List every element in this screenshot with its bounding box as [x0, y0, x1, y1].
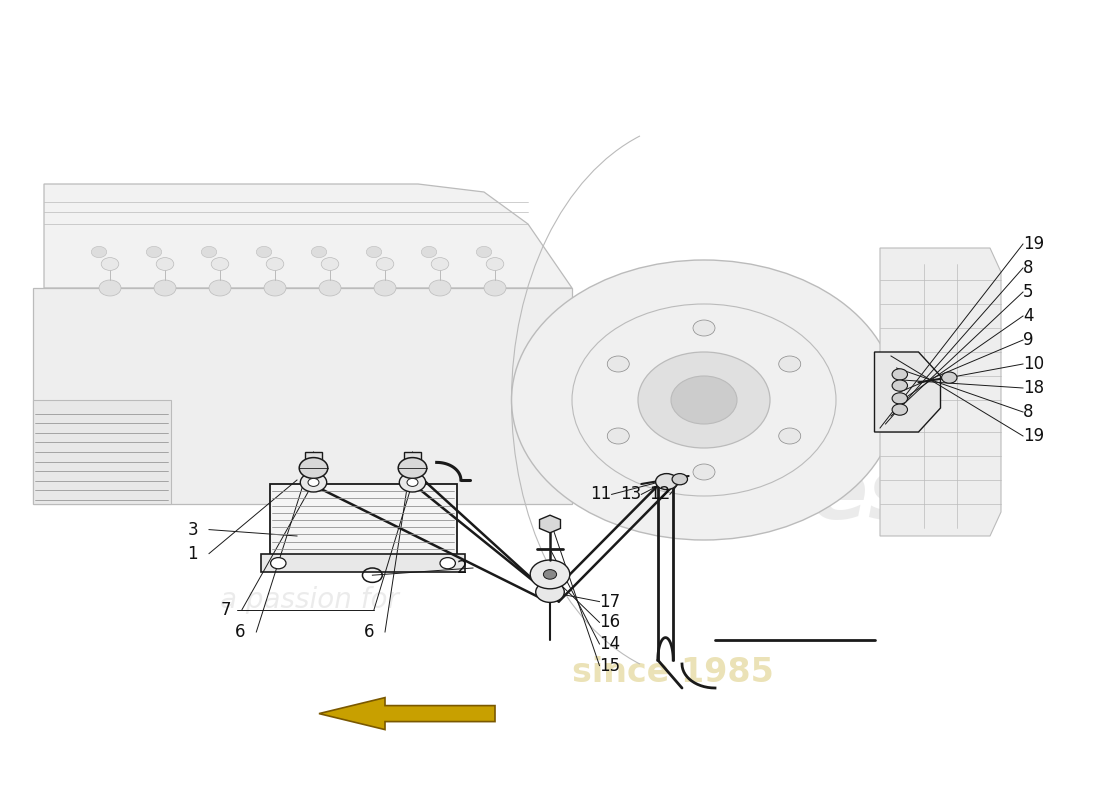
Circle shape	[892, 393, 907, 404]
Text: 4: 4	[1023, 307, 1034, 325]
Circle shape	[779, 428, 801, 444]
Circle shape	[536, 582, 564, 602]
Polygon shape	[539, 515, 561, 533]
Bar	[404, 452, 421, 470]
Text: 12: 12	[649, 486, 670, 503]
Polygon shape	[44, 184, 572, 288]
Text: 6: 6	[234, 623, 245, 641]
Circle shape	[299, 458, 328, 478]
Circle shape	[476, 246, 492, 258]
Text: spares: spares	[605, 455, 917, 537]
Circle shape	[271, 558, 286, 569]
Polygon shape	[33, 288, 572, 504]
Circle shape	[399, 473, 426, 492]
Polygon shape	[33, 400, 170, 504]
Circle shape	[201, 246, 217, 258]
Text: 3: 3	[187, 521, 198, 538]
Circle shape	[431, 258, 449, 270]
Circle shape	[154, 280, 176, 296]
Circle shape	[99, 280, 121, 296]
Text: 8: 8	[1023, 259, 1034, 277]
Text: a passion for: a passion for	[220, 586, 399, 614]
Circle shape	[421, 246, 437, 258]
Text: 6: 6	[363, 623, 374, 641]
Circle shape	[211, 258, 229, 270]
Circle shape	[300, 473, 327, 492]
Circle shape	[486, 258, 504, 270]
Text: 16: 16	[600, 614, 620, 631]
Circle shape	[398, 458, 427, 478]
Circle shape	[530, 560, 570, 589]
Circle shape	[671, 376, 737, 424]
Text: 18: 18	[1023, 379, 1044, 397]
Circle shape	[311, 246, 327, 258]
Text: since 1985: since 1985	[572, 655, 774, 689]
Text: 10: 10	[1023, 355, 1044, 373]
Circle shape	[693, 464, 715, 480]
Circle shape	[256, 246, 272, 258]
Circle shape	[543, 570, 557, 579]
Bar	[261, 554, 465, 572]
Text: 19: 19	[1023, 427, 1044, 445]
Circle shape	[892, 380, 907, 391]
Text: 17: 17	[600, 593, 620, 610]
Text: 15: 15	[600, 657, 620, 674]
Circle shape	[512, 260, 896, 540]
Text: 11: 11	[591, 486, 612, 503]
Bar	[270, 484, 456, 556]
Circle shape	[440, 558, 455, 569]
Circle shape	[484, 280, 506, 296]
Circle shape	[779, 356, 801, 372]
Circle shape	[407, 478, 418, 486]
Circle shape	[264, 280, 286, 296]
Circle shape	[209, 280, 231, 296]
Text: 2: 2	[456, 559, 468, 577]
Circle shape	[607, 428, 629, 444]
Bar	[305, 452, 322, 470]
Circle shape	[942, 372, 957, 383]
Circle shape	[91, 246, 107, 258]
Circle shape	[376, 258, 394, 270]
Circle shape	[146, 246, 162, 258]
Circle shape	[429, 280, 451, 296]
Circle shape	[266, 258, 284, 270]
Text: 7: 7	[220, 601, 231, 618]
Text: 5: 5	[1023, 283, 1034, 301]
Text: 19: 19	[1023, 235, 1044, 253]
Circle shape	[892, 404, 907, 415]
Text: 14: 14	[600, 635, 620, 653]
Circle shape	[156, 258, 174, 270]
Circle shape	[321, 258, 339, 270]
Circle shape	[693, 320, 715, 336]
Circle shape	[892, 369, 907, 380]
Circle shape	[366, 246, 382, 258]
Circle shape	[374, 280, 396, 296]
Circle shape	[672, 474, 688, 485]
Circle shape	[319, 280, 341, 296]
Circle shape	[101, 258, 119, 270]
Polygon shape	[874, 352, 940, 432]
Polygon shape	[880, 248, 1001, 536]
Circle shape	[308, 478, 319, 486]
Text: 1: 1	[187, 545, 198, 562]
Text: euro: euro	[88, 410, 374, 518]
Circle shape	[638, 352, 770, 448]
Text: 8: 8	[1023, 403, 1034, 421]
Text: 9: 9	[1023, 331, 1034, 349]
Circle shape	[656, 474, 678, 490]
Polygon shape	[319, 698, 495, 730]
Text: 13: 13	[620, 486, 641, 503]
Circle shape	[607, 356, 629, 372]
